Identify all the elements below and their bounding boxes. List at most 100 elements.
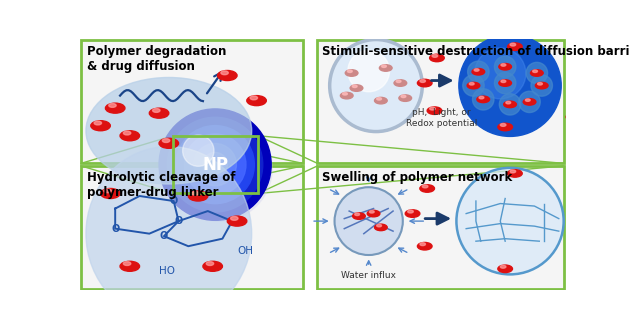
Circle shape [94,121,101,125]
Text: Polymer degradation
& drug diffusion: Polymer degradation & drug diffusion [87,45,226,73]
Circle shape [586,190,600,197]
Text: OH: OH [237,246,253,256]
Ellipse shape [494,56,516,77]
Circle shape [422,185,428,188]
Text: Hydrolytic cleavage of
polymer-drug linker: Hydrolytic cleavage of polymer-drug link… [87,171,235,199]
Circle shape [352,85,357,88]
Circle shape [432,54,438,57]
Ellipse shape [330,39,422,132]
Circle shape [420,80,425,82]
Circle shape [420,243,425,245]
Ellipse shape [203,152,228,177]
Ellipse shape [494,72,516,94]
Circle shape [427,107,442,114]
Circle shape [501,64,506,66]
Circle shape [583,253,589,256]
Circle shape [396,80,401,82]
Circle shape [367,210,380,217]
Circle shape [566,113,581,121]
Circle shape [153,109,160,112]
Ellipse shape [194,143,237,186]
Circle shape [123,131,131,135]
Circle shape [591,85,596,87]
Text: Swelling of polymer network: Swelling of polymer network [323,171,513,184]
Circle shape [474,69,479,71]
Circle shape [394,80,407,86]
Circle shape [538,82,542,85]
Circle shape [399,95,411,101]
Circle shape [379,65,392,71]
Ellipse shape [499,94,521,115]
Circle shape [340,92,353,99]
Circle shape [120,131,140,141]
Circle shape [472,68,485,75]
Text: Stimuli-sensitive destruction of diffusion barrier: Stimuli-sensitive destruction of diffusi… [323,45,629,58]
Circle shape [382,65,386,67]
Circle shape [192,191,199,195]
Circle shape [500,124,506,126]
Circle shape [581,252,595,260]
Ellipse shape [176,126,254,204]
Ellipse shape [531,75,552,96]
Circle shape [501,80,506,82]
Circle shape [498,265,513,273]
Circle shape [510,43,516,46]
Ellipse shape [519,91,540,112]
Circle shape [525,99,530,101]
Circle shape [469,82,474,85]
Ellipse shape [335,187,403,255]
Circle shape [533,70,538,72]
Ellipse shape [182,135,214,166]
Ellipse shape [86,146,252,321]
Circle shape [523,98,536,105]
Circle shape [500,265,506,268]
Ellipse shape [457,168,564,274]
Circle shape [106,103,125,113]
Circle shape [162,139,170,142]
Circle shape [188,191,208,201]
Text: NP: NP [202,156,228,174]
Circle shape [401,95,406,97]
Circle shape [149,108,169,118]
Ellipse shape [526,62,548,84]
Circle shape [418,79,432,87]
Circle shape [123,262,131,265]
Ellipse shape [159,109,271,220]
Circle shape [377,224,382,227]
FancyBboxPatch shape [318,40,564,163]
Ellipse shape [463,75,484,96]
Text: Water influx: Water influx [341,271,396,280]
Circle shape [535,82,548,89]
Circle shape [374,224,387,231]
Circle shape [231,216,238,220]
Circle shape [91,121,110,131]
Circle shape [203,261,223,271]
Circle shape [499,80,511,86]
Circle shape [600,220,606,223]
Circle shape [576,57,591,64]
Circle shape [598,220,613,228]
FancyBboxPatch shape [318,166,564,289]
Circle shape [510,170,516,173]
Circle shape [504,101,516,108]
Circle shape [408,210,413,213]
Circle shape [218,70,237,81]
Circle shape [498,123,513,131]
Circle shape [467,82,480,89]
Circle shape [418,243,432,250]
Circle shape [345,70,358,76]
Circle shape [588,190,594,193]
Circle shape [374,97,387,104]
Circle shape [479,96,484,99]
Text: O: O [174,216,182,226]
Circle shape [104,189,111,193]
Circle shape [430,54,444,62]
Ellipse shape [472,89,494,110]
Ellipse shape [475,48,526,99]
Circle shape [350,85,363,91]
Ellipse shape [86,78,252,184]
Circle shape [109,104,116,107]
Circle shape [159,138,179,148]
Circle shape [508,170,522,177]
Circle shape [588,84,603,92]
